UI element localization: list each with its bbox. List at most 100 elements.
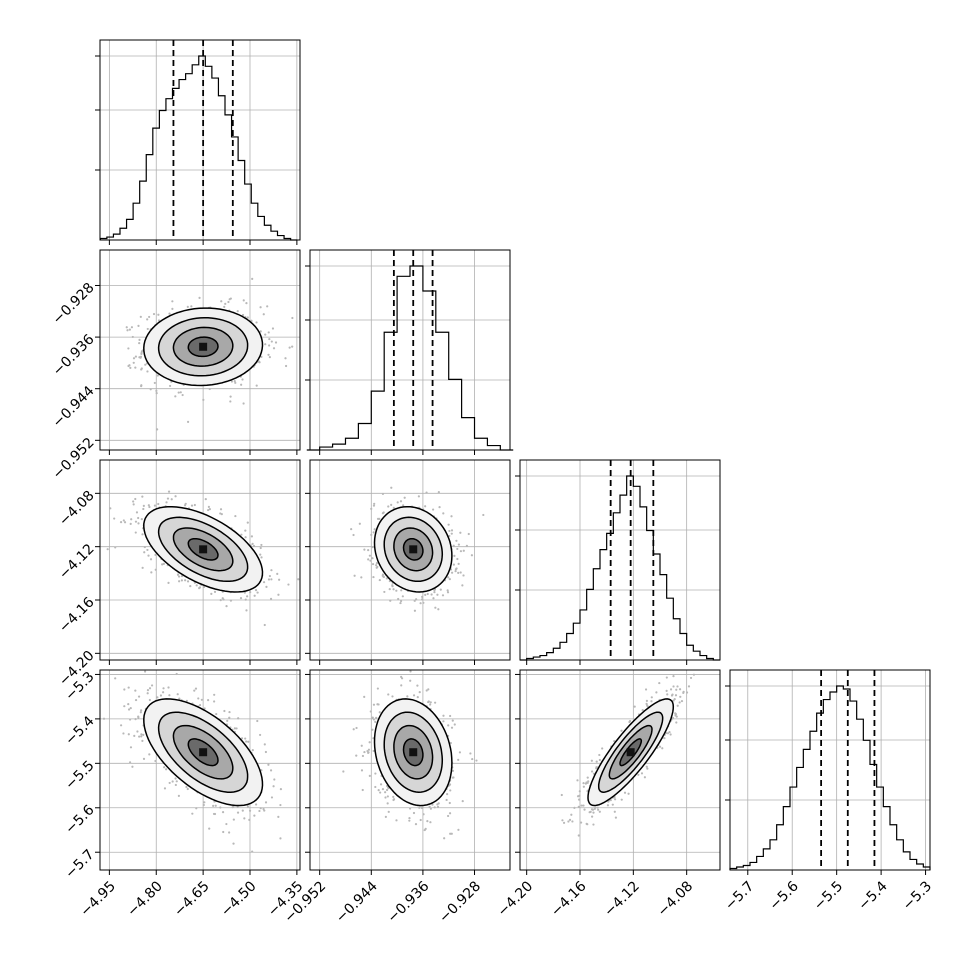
scatter-point — [191, 812, 194, 815]
scatter-point — [138, 342, 141, 345]
scatter-point — [459, 571, 462, 574]
scatter-point — [222, 598, 225, 601]
scatter-point — [268, 337, 271, 341]
scatter-point — [678, 701, 681, 704]
scatter-point — [429, 807, 433, 810]
scatter-point — [448, 801, 451, 805]
density-peak — [199, 748, 208, 757]
scatter-point — [451, 719, 454, 722]
scatter-point — [385, 788, 389, 792]
scatter-point — [408, 816, 411, 820]
scatter-point — [249, 591, 252, 594]
scatter-point — [427, 688, 430, 691]
scatter-point — [262, 313, 265, 316]
scatter-point — [669, 733, 672, 736]
scatter-point — [184, 502, 187, 505]
scatter-point — [267, 331, 270, 334]
scatter-point — [370, 533, 373, 537]
scatter-point — [255, 803, 258, 806]
scatter-point — [255, 321, 258, 324]
scatter-point — [127, 347, 130, 350]
scatter-point — [272, 785, 275, 788]
scatter-point — [177, 391, 180, 394]
scatter-point — [417, 495, 420, 498]
scatter-point — [245, 609, 248, 612]
scatter-point — [442, 512, 445, 515]
scatter-point — [207, 505, 210, 508]
scatter-point — [219, 806, 222, 809]
scatter-point — [251, 749, 254, 752]
scatter-point — [156, 428, 159, 431]
scatter-point — [360, 744, 363, 747]
scatter-point — [384, 815, 387, 818]
scatter-point — [259, 546, 262, 550]
scatter-point — [434, 701, 437, 704]
scatter-point — [253, 814, 256, 817]
scatter-point — [250, 535, 254, 538]
grid-lines — [100, 40, 300, 240]
scatter-point — [291, 345, 294, 348]
scatter-point — [291, 316, 294, 320]
scatter-point — [177, 575, 181, 578]
scatter-point — [193, 689, 196, 692]
scatter-point — [450, 532, 453, 535]
scatter-point — [165, 501, 168, 504]
scatter-point — [129, 366, 132, 370]
scatter-point — [241, 378, 244, 381]
scatter-point — [268, 344, 271, 347]
grid-lines — [730, 670, 930, 870]
scatter-point — [132, 357, 136, 360]
scatter-point — [385, 577, 388, 580]
scatter-point — [375, 566, 378, 569]
scatter-point — [213, 700, 216, 703]
scatter-point — [373, 528, 376, 531]
scatter-point — [432, 597, 435, 600]
scatter-point — [260, 543, 263, 547]
scatter-point — [170, 498, 173, 501]
scatter-point — [114, 677, 117, 680]
scatter-point — [251, 850, 254, 853]
scatter-point — [162, 562, 165, 565]
scatter-point — [457, 571, 460, 574]
scatter-point — [229, 599, 233, 602]
scatter-point — [215, 712, 218, 716]
scatter-point — [424, 505, 427, 508]
scatter-point — [456, 557, 459, 561]
scatter-point — [127, 686, 130, 689]
scatter-point — [247, 740, 250, 743]
scatter-point — [127, 733, 130, 736]
scatter-point — [370, 507, 373, 510]
scatter-point — [248, 818, 251, 821]
scatter-point — [222, 830, 225, 834]
scatter-point — [266, 305, 269, 308]
scatter-point — [419, 818, 422, 822]
scatter-point — [262, 807, 265, 811]
scatter-point — [259, 330, 262, 333]
scatter-point — [436, 593, 439, 596]
scatter-point — [128, 328, 131, 331]
scatter-point — [382, 575, 385, 578]
scatter-point — [240, 737, 244, 740]
scatter-point — [562, 821, 566, 824]
scatter-point — [381, 788, 385, 791]
scatter-point — [433, 806, 436, 809]
scatter-point — [154, 568, 157, 571]
scatter-point — [122, 519, 125, 522]
contour-line — [393, 527, 434, 572]
scatter-point — [368, 741, 371, 744]
scatter-point — [665, 676, 668, 679]
scatter-point — [155, 389, 158, 392]
scatter-point — [389, 599, 392, 602]
scatter-point — [424, 593, 427, 596]
scatter-point — [137, 695, 141, 698]
scatter-point — [207, 508, 210, 512]
scatter-point — [451, 769, 455, 772]
contour-line — [393, 724, 434, 780]
scatter-point — [267, 353, 270, 356]
scatter-point — [403, 496, 406, 499]
scatter-point — [390, 503, 393, 506]
scatter-point — [372, 703, 376, 706]
scatter-point — [166, 497, 170, 500]
scatter-point — [438, 506, 441, 509]
